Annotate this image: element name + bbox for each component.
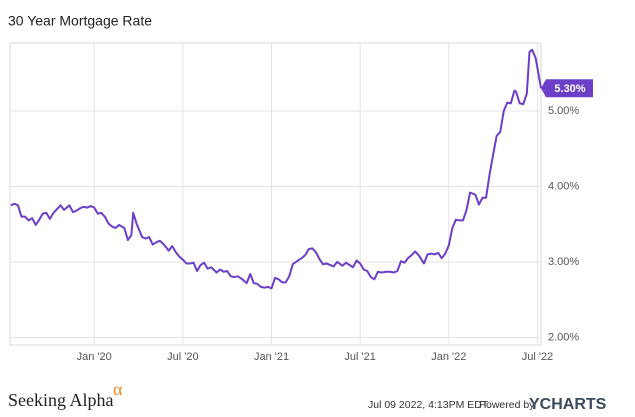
plot-frame — [9, 42, 542, 346]
logo-mark: α — [113, 379, 123, 399]
value-label-box — [541, 79, 593, 98]
x-tick-label: Jul '20 — [167, 351, 198, 363]
value-label: 5.30% — [554, 83, 585, 95]
y-tick-label: 2.00% — [548, 331, 579, 343]
provider: YCHARTS — [529, 396, 607, 413]
x-tick-label: Jan '21 — [254, 351, 289, 363]
y-tick-label: 4.00% — [548, 180, 579, 192]
timestamp: Jul 09 2022, 4:13PM EDT. — [368, 399, 490, 411]
y-tick-label: 3.00% — [548, 256, 579, 268]
logo: Seeking Alpha — [8, 390, 114, 410]
chart-title: 30 Year Mortgage Rate — [8, 13, 152, 29]
x-tick-label: Jan '22 — [431, 351, 466, 363]
x-tick-label: Jan '20 — [77, 351, 112, 363]
x-tick-label: Jul '22 — [522, 351, 553, 363]
powered-by: Powered by — [479, 399, 535, 411]
x-tick-label: Jul '21 — [344, 351, 375, 363]
rate-line — [10, 48, 542, 290]
y-tick-label: 5.00% — [548, 105, 579, 117]
